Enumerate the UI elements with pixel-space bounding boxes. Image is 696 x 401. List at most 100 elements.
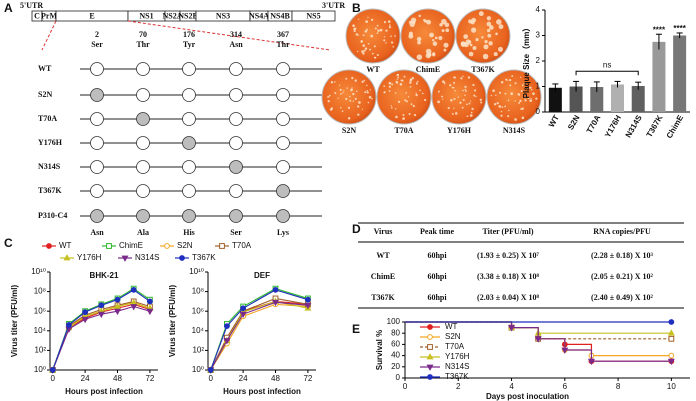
plaque bbox=[338, 84, 341, 86]
residue-circle bbox=[229, 136, 243, 150]
residue-circle bbox=[276, 88, 290, 102]
legend-label: Y176H bbox=[445, 352, 470, 361]
residue-circle bbox=[229, 184, 243, 198]
plaque bbox=[416, 36, 422, 42]
residue-circle bbox=[229, 88, 243, 102]
legend-label: WT bbox=[59, 241, 72, 250]
marker bbox=[147, 298, 153, 305]
plaque bbox=[473, 89, 477, 92]
x-tick-label: 24 bbox=[239, 374, 248, 383]
plaque bbox=[402, 117, 405, 120]
plaque bbox=[470, 27, 477, 33]
plaque bbox=[492, 89, 495, 93]
plaque bbox=[518, 101, 521, 104]
marker bbox=[114, 308, 121, 316]
mutant-residue: Ser bbox=[230, 228, 242, 237]
plaque bbox=[339, 88, 342, 91]
y-tick-label: 60 bbox=[391, 340, 400, 349]
plaque bbox=[508, 109, 510, 112]
plaque bbox=[475, 38, 479, 42]
marker bbox=[219, 243, 225, 249]
plate bbox=[321, 69, 377, 125]
residue-circle bbox=[229, 62, 243, 76]
plaque bbox=[445, 28, 450, 33]
position-number: 70 bbox=[139, 30, 147, 39]
plaque bbox=[486, 28, 491, 33]
marker bbox=[239, 311, 247, 319]
plaque bbox=[415, 93, 418, 97]
plaque bbox=[527, 97, 530, 100]
residue-circle bbox=[276, 160, 290, 174]
plaque bbox=[521, 84, 524, 87]
y-tick-label: 2 bbox=[536, 56, 541, 65]
plaque bbox=[507, 115, 510, 118]
plaque bbox=[408, 112, 411, 116]
plaque bbox=[346, 87, 348, 89]
plaque bbox=[487, 33, 492, 38]
marker bbox=[97, 311, 105, 319]
plaque bbox=[411, 77, 415, 80]
x-tick-label: 0 bbox=[403, 382, 408, 391]
plaque bbox=[403, 75, 406, 78]
marker bbox=[587, 358, 595, 366]
bar bbox=[548, 87, 562, 112]
marker bbox=[667, 358, 675, 366]
plaque bbox=[468, 40, 472, 44]
y-tick-label: 10⁶ bbox=[192, 306, 204, 315]
plaque bbox=[465, 90, 467, 92]
plate-label: Y176H bbox=[447, 126, 472, 135]
plaque bbox=[466, 103, 468, 106]
plaque bbox=[366, 28, 369, 31]
plaque bbox=[385, 42, 387, 44]
plaque bbox=[496, 19, 502, 25]
plaque bbox=[355, 33, 358, 36]
plaque bbox=[439, 23, 443, 27]
plaque bbox=[500, 80, 504, 84]
plaque bbox=[437, 100, 440, 104]
plaque bbox=[365, 20, 368, 23]
plaque bbox=[508, 79, 512, 82]
plaque bbox=[383, 85, 386, 87]
plaque bbox=[453, 81, 456, 84]
plaque bbox=[453, 76, 456, 79]
plaque bbox=[394, 35, 396, 37]
plaque bbox=[416, 82, 418, 84]
x-tick-label: 48 bbox=[113, 374, 122, 383]
plaque bbox=[354, 97, 357, 101]
residue-circle bbox=[182, 184, 196, 198]
plaque bbox=[451, 112, 454, 115]
x-tick-label: 72 bbox=[145, 374, 154, 383]
plaque bbox=[366, 91, 369, 94]
plaque bbox=[444, 22, 450, 28]
plaque bbox=[457, 96, 459, 98]
plaque bbox=[410, 78, 413, 81]
plaque bbox=[514, 82, 517, 85]
residue-circle bbox=[276, 184, 290, 198]
annotation: **** bbox=[653, 25, 666, 34]
plaque bbox=[327, 99, 330, 103]
legend-label: T367K bbox=[192, 253, 216, 262]
plaque bbox=[345, 77, 348, 80]
marker bbox=[207, 367, 214, 373]
plaque bbox=[495, 32, 498, 36]
plaque bbox=[509, 84, 512, 87]
legend-label: N314S bbox=[135, 253, 159, 262]
table-cell: (1.93 ± 0.25) X 10⁷ bbox=[477, 251, 539, 260]
plaque bbox=[479, 98, 482, 102]
plaque bbox=[396, 73, 400, 77]
plaque bbox=[511, 75, 514, 78]
bar bbox=[631, 85, 645, 112]
mutant-residue: His bbox=[183, 228, 195, 237]
survival-line bbox=[405, 321, 672, 362]
y-tick-label: 10¹⁰ bbox=[189, 267, 204, 276]
bar bbox=[569, 86, 583, 112]
plaque bbox=[462, 98, 465, 101]
plaque bbox=[361, 50, 364, 53]
marker bbox=[534, 336, 542, 343]
plaque bbox=[454, 112, 458, 115]
plaque bbox=[352, 92, 355, 96]
plaque bbox=[497, 46, 503, 52]
y-axis-label: Virus titer (PFU/ml) bbox=[10, 285, 19, 358]
table-cell: (2.03 ± 0.04) X 10⁸ bbox=[477, 293, 539, 302]
